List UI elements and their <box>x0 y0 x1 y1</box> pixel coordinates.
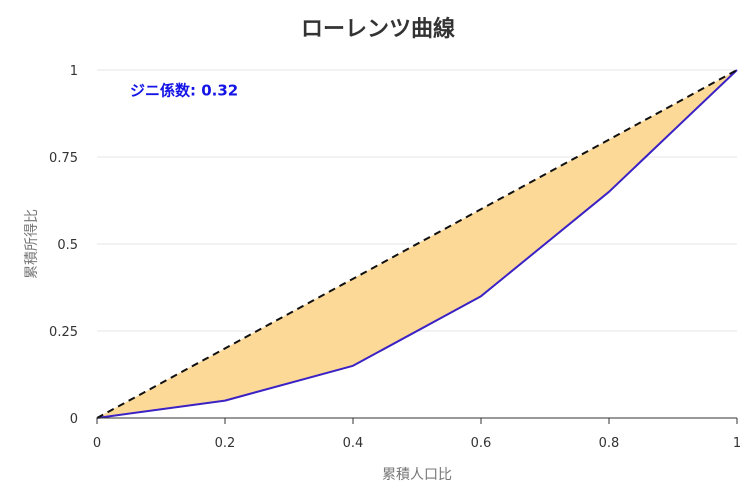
series-lines <box>96 69 738 419</box>
tick-labels: 0 0.25 0.5 0.75 1 0 0.2 0.4 0.6 0.8 1 <box>49 64 741 451</box>
x-tick-label: 1 <box>733 436 741 451</box>
y-tick-label: 0.25 <box>49 325 78 340</box>
y-tick-label: 0 <box>70 412 78 427</box>
x-tick-label: 0.2 <box>215 436 236 451</box>
y-tick-label: 1 <box>70 64 78 79</box>
chart-title: ローレンツ曲線 <box>301 16 455 42</box>
axes <box>96 417 738 424</box>
y-tick-label: 0.75 <box>49 151 78 166</box>
x-tick-label: 0.8 <box>599 436 620 451</box>
lorenz-curve-line <box>96 69 738 419</box>
x-tick-label: 0 <box>93 436 101 451</box>
y-axis-label: 累積所得比 <box>23 209 40 279</box>
x-axis-label: 累積人口比 <box>382 467 452 483</box>
x-tick-label: 0.6 <box>471 436 492 451</box>
x-tick-label: 0.4 <box>343 436 364 451</box>
y-tick-label: 0.5 <box>57 238 78 253</box>
gini-annotation: ジニ係数: 0.32 <box>130 81 238 99</box>
equality-line <box>96 69 738 419</box>
